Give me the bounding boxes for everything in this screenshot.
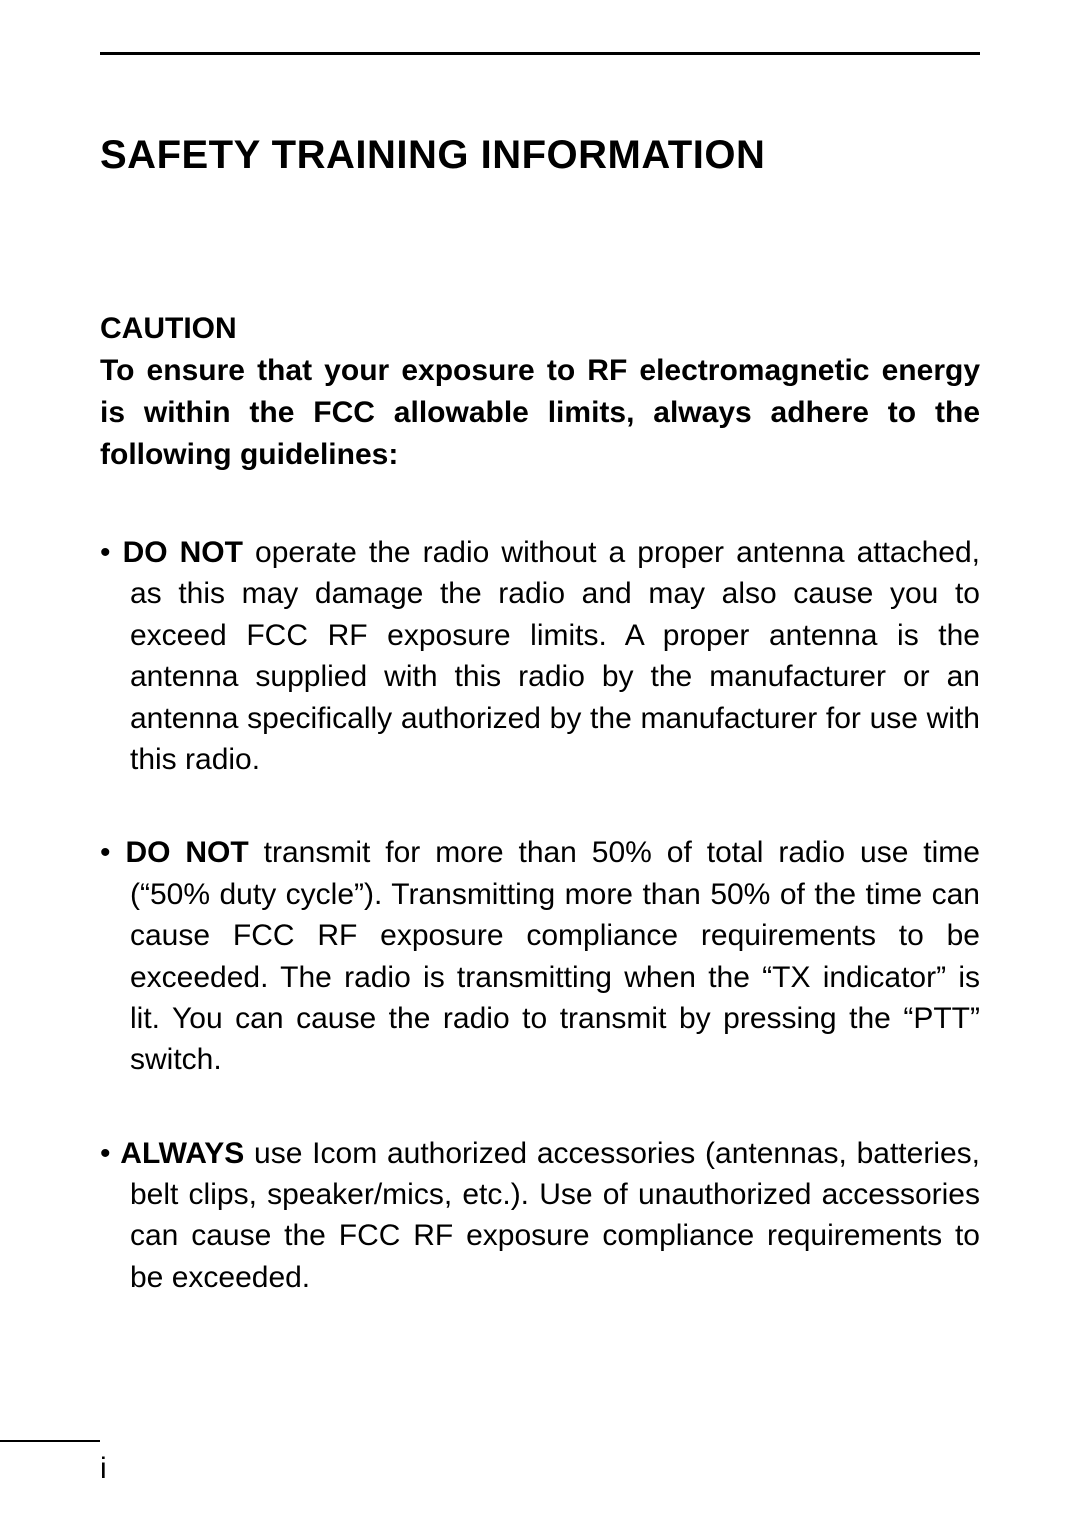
bullet-lead: DO NOT (123, 536, 243, 569)
bullet-list: • DO NOT operate the radio without a pro… (100, 532, 980, 1298)
page-number: i (100, 1452, 107, 1486)
bullet-lead: DO NOT (125, 836, 248, 869)
caution-text: To ensure that your exposure to RF elect… (100, 350, 980, 476)
bullet-lead: ALWAYS (120, 1137, 244, 1170)
bullet-marker: • (100, 536, 123, 569)
bullet-marker: • (100, 836, 125, 869)
bullet-text: transmit for more than 50% of total radi… (130, 836, 980, 1076)
caution-heading: CAUTION (100, 308, 980, 350)
caution-block: CAUTION To ensure that your exposure to … (100, 308, 980, 476)
bullet-marker: • (100, 1137, 120, 1170)
page-title: SAFETY TRAINING INFORMATION (100, 133, 980, 178)
bullet-text: use Icom authorized accessories (antenna… (130, 1137, 980, 1294)
list-item: • DO NOT operate the radio without a pro… (100, 532, 980, 780)
page-number-rule (0, 1440, 100, 1442)
top-rule (100, 52, 980, 55)
list-item: • ALWAYS use Icom authorized accessories… (100, 1133, 980, 1299)
list-item: • DO NOT transmit for more than 50% of t… (100, 832, 980, 1080)
bullet-text: operate the radio without a proper anten… (130, 536, 980, 776)
